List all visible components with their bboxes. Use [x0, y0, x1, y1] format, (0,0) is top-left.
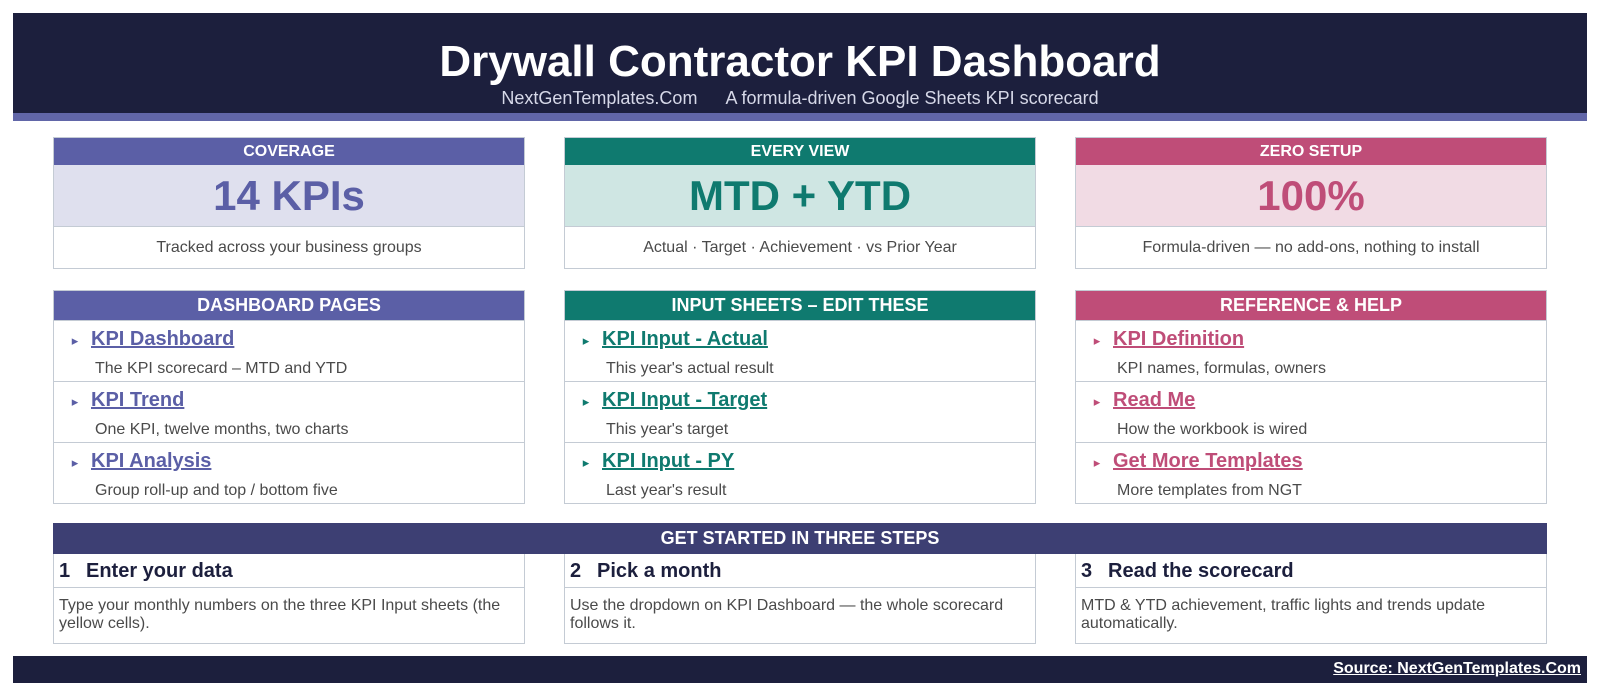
link-label: KPI Trend [91, 389, 185, 411]
list-item: ▸ KPI Input - Actual This year's actual r… [565, 320, 1035, 381]
steps-title: GET STARTED IN THREE STEPS [53, 523, 1547, 554]
list-item: ▸ Get More Templates More templates from … [1076, 442, 1546, 503]
step-heading: 1 Enter your data [54, 554, 524, 588]
step-description: Use the dropdown on KPI Dashboard — the … [570, 597, 1004, 632]
section-title: INPUT SHEETS – EDIT THESE [565, 291, 1035, 320]
arrow-right-icon: ▸ [582, 394, 590, 409]
link-label: KPI Input - Actual [602, 328, 768, 350]
link-description: This year's actual result [606, 360, 774, 377]
arrow-right-icon: ▸ [582, 455, 590, 470]
list-item: ▸ KPI Dashboard The KPI scorecard – MTD a… [54, 320, 524, 381]
section-dashboard-pages: DASHBOARD PAGES ▸ KPI Dashboard The KPI s… [53, 290, 525, 504]
page-title: Drywall Contractor KPI Dashboard [439, 37, 1161, 86]
list-item: ▸ KPI Input - PY Last year's result [565, 442, 1035, 503]
get-started-section: GET STARTED IN THREE STEPS 1 Enter your d… [53, 523, 1547, 644]
kpi-card-zero-setup: ZERO SETUP 100% Formula-driven — no add-… [1075, 137, 1547, 269]
arrow-right-icon: ▸ [1093, 394, 1101, 409]
step-card: 1 Enter your data Type your monthly numbe… [53, 554, 525, 644]
header-subtitle: NextGenTemplates.Com A formula-driven Goo… [13, 87, 1587, 109]
link-description: KPI names, formulas, owners [1117, 360, 1326, 377]
step-description: MTD & YTD achievement, traffic lights an… [1081, 597, 1486, 632]
list-item: ▸ KPI Input - Target This year's target [565, 381, 1035, 442]
kpi-card-label: COVERAGE [54, 138, 524, 165]
link-kpi-input-actual[interactable]: ▸ KPI Input - Actual [570, 328, 768, 351]
link-description: Group roll-up and top / bottom five [95, 482, 338, 499]
tagline: A formula-driven Google Sheets KPI score… [725, 88, 1099, 108]
step-card: 2 Pick a month Use the dropdown on KPI Da… [564, 554, 1036, 644]
link-kpi-input-py[interactable]: ▸ KPI Input - PY [570, 450, 734, 473]
step-number: 2 [570, 560, 582, 582]
link-label: KPI Dashboard [91, 328, 235, 350]
section-input-sheets: INPUT SHEETS – EDIT THESE ▸ KPI Input - A… [564, 290, 1036, 504]
link-label: KPI Input - PY [602, 450, 735, 472]
link-read-me[interactable]: ▸ Read Me [1081, 389, 1196, 412]
arrow-right-icon: ▸ [71, 394, 79, 409]
link-description: One KPI, twelve months, two charts [95, 421, 349, 438]
kpi-card-description: Tracked across your business groups [156, 239, 422, 256]
kpi-card-every-view: EVERY VIEW MTD + YTD Actual · Target · A… [564, 137, 1036, 269]
link-label: Get More Templates [1113, 450, 1303, 472]
step-title: Enter your data [86, 560, 233, 582]
step-title: Pick a month [597, 560, 722, 582]
footer-bar: Source: NextGenTemplates.Com [13, 656, 1587, 683]
link-kpi-analysis[interactable]: ▸ KPI Analysis [59, 450, 212, 473]
step-heading: 3 Read the scorecard [1076, 554, 1546, 588]
source-link[interactable]: Source: NextGenTemplates.Com [1333, 660, 1581, 677]
header-accent-stripe [13, 113, 1587, 121]
kpi-card-description: Actual · Target · Achievement · vs Prior… [643, 239, 957, 256]
section-reference-help: REFERENCE & HELP ▸ KPI Definition KPI nam… [1075, 290, 1547, 504]
kpi-card-value: 100% [1076, 165, 1546, 227]
arrow-right-icon: ▸ [71, 455, 79, 470]
arrow-right-icon: ▸ [71, 333, 79, 348]
list-item: ▸ KPI Definition KPI names, formulas, own… [1076, 320, 1546, 381]
section-title: DASHBOARD PAGES [54, 291, 524, 320]
link-description: Last year's result [606, 482, 727, 499]
kpi-card-label: EVERY VIEW [565, 138, 1035, 165]
arrow-right-icon: ▸ [1093, 455, 1101, 470]
link-description: How the workbook is wired [1117, 421, 1308, 438]
step-card: 3 Read the scorecard MTD & YTD achievemen… [1075, 554, 1547, 644]
list-item: ▸ KPI Analysis Group roll-up and top / bo… [54, 442, 524, 503]
link-description: This year's target [606, 421, 729, 438]
link-label: KPI Analysis [91, 450, 212, 472]
link-label: KPI Definition [1113, 328, 1245, 350]
link-kpi-trend[interactable]: ▸ KPI Trend [59, 389, 185, 412]
step-number: 3 [1081, 560, 1093, 582]
section-title: REFERENCE & HELP [1076, 291, 1546, 320]
step-title: Read the scorecard [1108, 560, 1294, 582]
arrow-right-icon: ▸ [582, 333, 590, 348]
arrow-right-icon: ▸ [1093, 333, 1101, 348]
site-name: NextGenTemplates.Com [501, 88, 698, 108]
link-kpi-dashboard[interactable]: ▸ KPI Dashboard [59, 328, 235, 351]
link-kpi-definition[interactable]: ▸ KPI Definition [1081, 328, 1244, 351]
list-item: ▸ Read Me How the workbook is wired [1076, 381, 1546, 442]
kpi-card-description: Formula-driven — no add-ons, nothing to … [1142, 239, 1480, 256]
link-label: KPI Input - Target [602, 389, 768, 411]
link-kpi-input-target[interactable]: ▸ KPI Input - Target [570, 389, 767, 412]
link-label: Read Me [1113, 389, 1196, 411]
link-description: The KPI scorecard – MTD and YTD [95, 360, 348, 377]
dashboard-header: Drywall Contractor KPI Dashboard NextGen… [13, 13, 1587, 113]
link-description: More templates from NGT [1117, 482, 1302, 499]
step-description: Type your monthly numbers on the three K… [59, 597, 501, 632]
kpi-card-value: 14 KPIs [54, 165, 524, 227]
step-heading: 2 Pick a month [565, 554, 1035, 588]
kpi-card-coverage: COVERAGE 14 KPIs Tracked across your bus… [53, 137, 525, 269]
list-item: ▸ KPI Trend One KPI, twelve months, two c… [54, 381, 524, 442]
kpi-card-value: MTD + YTD [565, 165, 1035, 227]
kpi-card-label: ZERO SETUP [1076, 138, 1546, 165]
link-get-more-templates[interactable]: ▸ Get More Templates [1081, 450, 1303, 473]
step-number: 1 [59, 560, 71, 582]
